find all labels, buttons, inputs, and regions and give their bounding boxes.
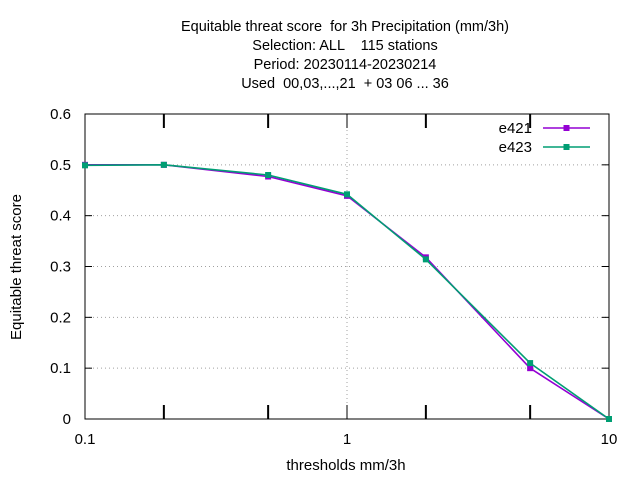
plot-frame [84,113,610,420]
x-tick-label: 10 [601,431,618,448]
y-tick-label: 0.3 [50,259,71,276]
title-line-3: Period: 20230114-20230214 [253,57,437,73]
x-tick-label: 1 [343,431,351,448]
data-point-e423 [265,172,272,178]
legend-marker-e423 [563,144,570,150]
x-axis-title: thresholds mm/3h [286,457,405,474]
y-tick-label: 0.1 [50,360,71,377]
x-tick-labels: 0.1 1 10 [75,431,618,448]
data-point-e421 [527,365,534,372]
data-point-e423 [422,256,429,263]
y-tick-label: 0.5 [50,157,71,174]
grid-lines [85,114,609,419]
y-tick-labels: 0 0.1 0.2 0.3 0.4 0.5 0.6 [50,106,71,428]
y-tick-label: 0 [63,411,71,428]
legend-label-e423: e423 [499,139,532,156]
y-tick-label: 0.4 [50,208,71,225]
legend-label-e421: e421 [499,120,532,137]
series-e423 [82,161,612,422]
data-point-e423 [527,360,534,367]
legend: e421 e423 [499,120,590,156]
data-point-e423 [344,191,350,198]
y-tick-label: 0.6 [50,106,71,123]
y-tick-label: 0.2 [50,309,71,326]
y-axis-title: Equitable threat score [8,194,25,340]
title-line-4: Used 00,03,...,21 + 03 06 ... 36 [241,76,449,92]
series-layer [82,161,612,422]
data-point-e423 [606,416,612,422]
x-tick-label: 0.1 [75,431,96,448]
data-point-e423 [160,161,167,168]
title-line-1: Equitable threat score for 3h Precipitat… [180,19,509,35]
legend-marker-e421 [563,125,570,131]
data-point-e423 [82,162,88,169]
title-line-2: Selection: ALL 115 stations [252,38,438,54]
